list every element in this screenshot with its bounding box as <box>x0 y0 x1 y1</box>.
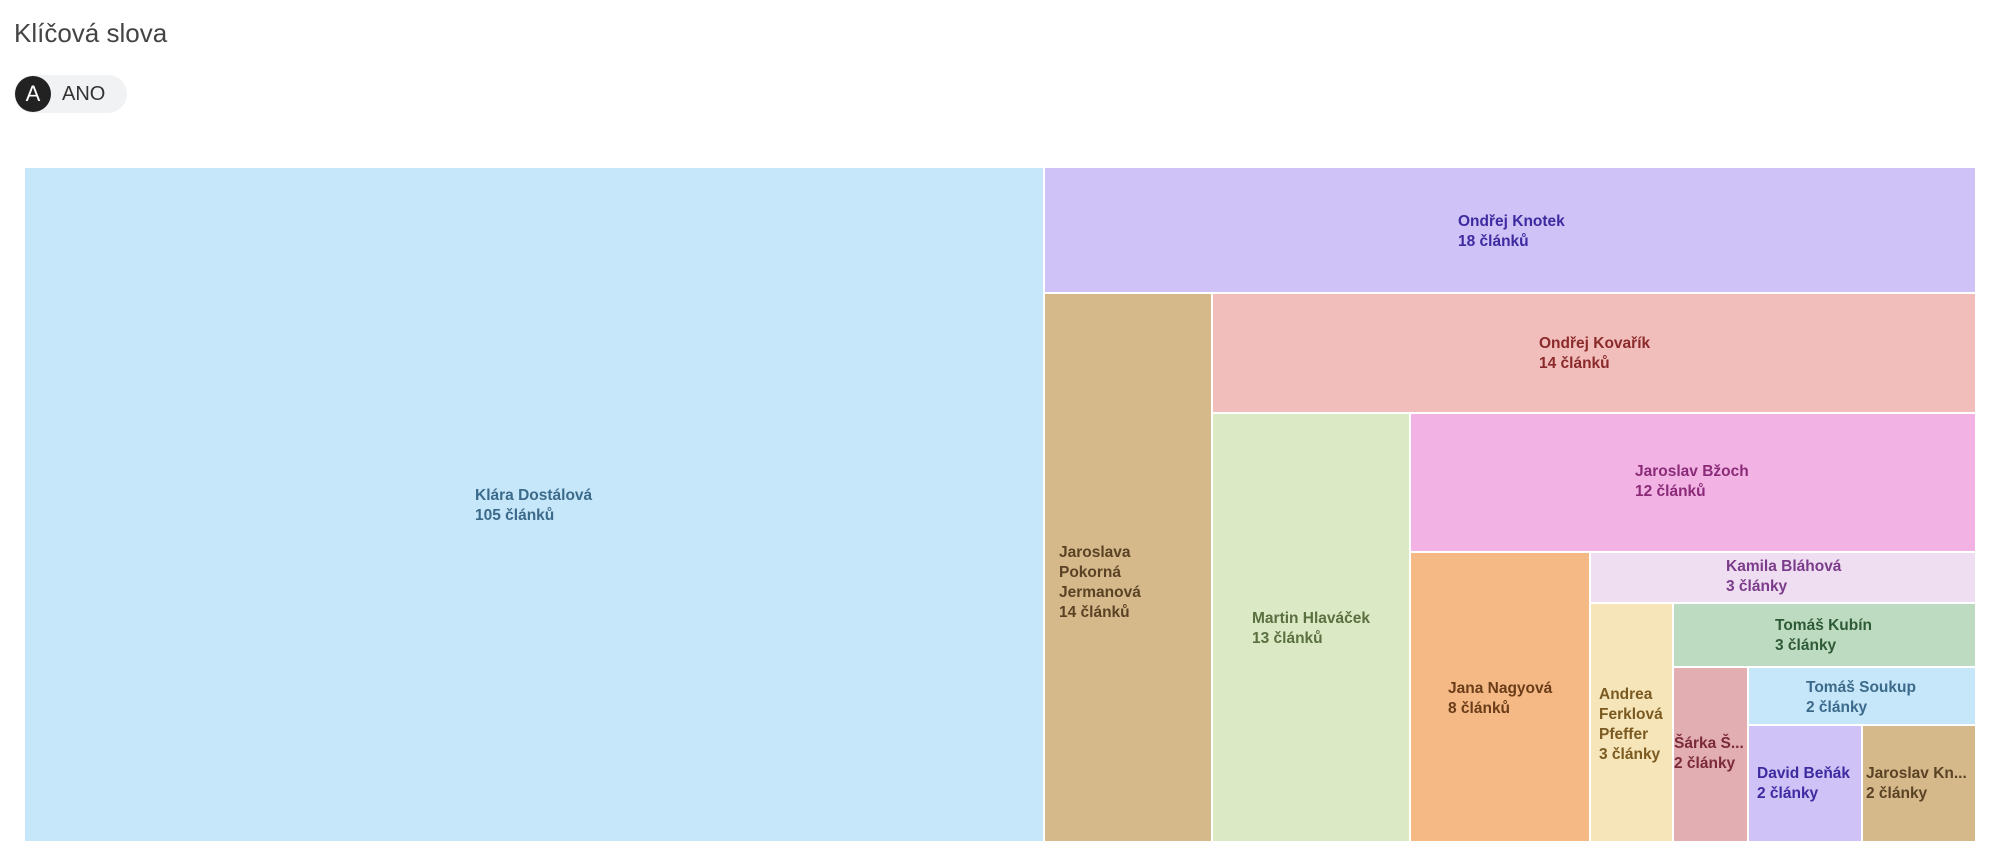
treemap-tile[interactable]: Jaroslav Bžoch 12 článků <box>1411 414 1977 553</box>
treemap-tile-name: Kamila Bláhová <box>1726 558 1842 575</box>
treemap-tile[interactable]: Tomáš Soukup 2 články <box>1749 668 1977 726</box>
treemap-tile-name: Jaroslava Pokorná Jermanová <box>1059 544 1141 601</box>
treemap-tile-name: Šárka Š... <box>1674 735 1744 752</box>
treemap-tile-count: 3 články <box>1775 637 1837 654</box>
treemap-tile-count: 8 článků <box>1448 700 1511 717</box>
treemap-tile-name: Jana Nagyová <box>1448 680 1553 697</box>
treemap-tile[interactable]: Ondřej Kovařík 14 článků <box>1213 294 1977 414</box>
treemap-tile-label: Jaroslava Pokorná Jermanová 14 článků <box>1059 543 1189 623</box>
party-avatar: A <box>15 76 51 112</box>
treemap-tile-label: David Beňák 2 články <box>1757 764 1850 804</box>
treemap-tile[interactable]: Tomáš Kubín 3 články <box>1674 604 1977 668</box>
treemap-tile-name: Tomáš Kubín <box>1775 617 1873 634</box>
treemap-tile-label: Jana Nagyová 8 článků <box>1448 679 1552 719</box>
treemap-tile-label: Klára Dostálová 105 článků <box>475 486 592 526</box>
treemap-tile-count: 18 článků <box>1458 233 1529 250</box>
treemap-tile-count: 105 článků <box>475 507 555 524</box>
treemap-tile-name: Ondřej Kovařík <box>1539 335 1651 352</box>
treemap-tile-count: 2 články <box>1674 755 1736 772</box>
treemap-tile-name: David Beňák <box>1757 765 1851 782</box>
treemap-tile-count: 2 články <box>1757 785 1819 802</box>
treemap-tile-name: Martin Hlaváček <box>1252 610 1371 627</box>
treemap-tile-name: Ondřej Knotek <box>1458 213 1565 230</box>
treemap-tile-name: Tomáš Soukup <box>1806 679 1916 696</box>
treemap-tile-name: Jaroslav Bžoch <box>1635 463 1749 480</box>
treemap-tile-label: Kamila Bláhová 3 články <box>1726 557 1841 597</box>
treemap-tile-label: Jaroslav Bžoch 12 článků <box>1635 462 1749 502</box>
party-chip[interactable]: A ANO <box>14 75 128 113</box>
keyword-treemap: Klára Dostálová 105 článků Ondřej Knotek 18… <box>25 168 1977 843</box>
treemap-tile[interactable]: Ondřej Knotek 18 článků <box>1045 168 1977 294</box>
treemap-tile-name: Jaroslav Kn... <box>1866 765 1967 782</box>
treemap-tile-count: 3 články <box>1726 578 1788 595</box>
treemap-tile-name: Klára Dostálová <box>475 487 593 504</box>
treemap-tile[interactable]: Jaroslava Pokorná Jermanová 14 článků <box>1045 294 1213 843</box>
treemap-tile-name: Andrea Ferklová Pfeffer <box>1599 686 1663 743</box>
treemap-tile-label: Jaroslav Kn... 2 články <box>1866 764 1967 804</box>
treemap-tile[interactable]: Jaroslav Kn... 2 články <box>1863 726 1977 843</box>
treemap-tile-label: Šárka Š... 2 články <box>1674 734 1744 774</box>
treemap-tile-label: Ondřej Knotek 18 článků <box>1458 212 1565 252</box>
treemap-tile[interactable]: Klára Dostálová 105 článků <box>25 168 1045 843</box>
treemap-tile[interactable]: Kamila Bláhová 3 články <box>1591 553 1977 604</box>
treemap-tile-label: Andrea Ferklová Pfeffer 3 články <box>1599 685 1663 765</box>
treemap-tile[interactable]: Šárka Š... 2 články <box>1674 668 1749 843</box>
treemap-tile-label: Ondřej Kovařík 14 článků <box>1539 334 1650 374</box>
treemap-tile[interactable]: Martin Hlaváček 13 článků <box>1213 414 1411 843</box>
treemap-tile-label: Tomáš Kubín 3 články <box>1775 616 1872 656</box>
treemap-tile-count: 3 články <box>1599 746 1661 763</box>
treemap-tile[interactable]: David Beňák 2 články <box>1749 726 1863 843</box>
treemap-tile-count: 2 články <box>1806 699 1868 716</box>
treemap-tile-count: 12 článků <box>1635 483 1706 500</box>
treemap-tile[interactable]: Jana Nagyová 8 článků <box>1411 553 1591 843</box>
treemap-tile-label: Martin Hlaváček 13 článků <box>1252 609 1370 649</box>
treemap-tile[interactable]: Andrea Ferklová Pfeffer 3 články <box>1591 604 1674 843</box>
treemap-tile-count: 13 článků <box>1252 630 1323 647</box>
party-label: ANO <box>62 82 106 105</box>
treemap-tile-count: 14 článků <box>1059 604 1130 621</box>
treemap-tile-label: Tomáš Soukup 2 články <box>1806 678 1916 718</box>
page-title: Klíčová slova <box>14 18 168 48</box>
treemap-tile-count: 14 článků <box>1539 355 1610 372</box>
treemap-tile-count: 2 články <box>1866 785 1928 802</box>
